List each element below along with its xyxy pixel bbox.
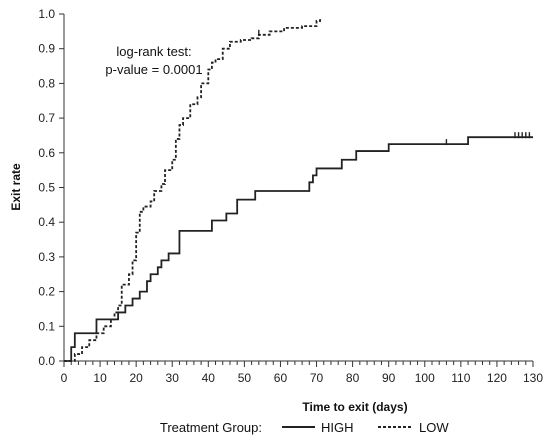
x-tick-label: 120 bbox=[487, 371, 507, 385]
x-tick-label: 70 bbox=[310, 371, 324, 385]
y-tick-label: 0.9 bbox=[38, 42, 55, 56]
y-tick-label: 0.1 bbox=[38, 319, 55, 333]
y-tick-label: 0.0 bbox=[38, 354, 55, 368]
x-tick-label: 90 bbox=[382, 371, 396, 385]
x-tick-label: 0 bbox=[61, 371, 68, 385]
x-tick-label: 50 bbox=[238, 371, 252, 385]
y-tick-label: 1.0 bbox=[38, 7, 55, 21]
x-axis-title: Time to exit (days) bbox=[302, 400, 407, 414]
y-tick-label: 0.3 bbox=[38, 250, 55, 264]
x-tick-label: 100 bbox=[415, 371, 435, 385]
y-tick-label: 0.5 bbox=[38, 181, 55, 195]
legend-label-high: HIGH bbox=[321, 420, 354, 435]
x-tick-label: 60 bbox=[274, 371, 288, 385]
y-tick-label: 0.8 bbox=[38, 76, 55, 90]
y-tick-label: 0.7 bbox=[38, 111, 55, 125]
x-tick-label: 130 bbox=[523, 371, 543, 385]
annotation-line-1: log-rank test: bbox=[116, 44, 191, 59]
y-tick-label: 0.6 bbox=[38, 146, 55, 160]
x-tick-label: 10 bbox=[93, 371, 107, 385]
series-high-line bbox=[64, 136, 533, 362]
y-axis-title: Exit rate bbox=[9, 163, 23, 211]
series-low-line bbox=[64, 17, 322, 362]
x-tick-label: 20 bbox=[129, 371, 143, 385]
series-layer bbox=[64, 17, 533, 362]
axes: 0.0 0.1 0.2 0.3 0.4 0.5 0.6 0.7 0.8 0.9 1.0 0 10 20 30… bbox=[38, 7, 543, 385]
x-tick-label: 30 bbox=[166, 371, 180, 385]
y-tick-label: 0.2 bbox=[38, 285, 55, 299]
legend: Treatment Group: HIGH LOW bbox=[160, 420, 449, 435]
legend-label-low: LOW bbox=[419, 420, 449, 435]
legend-title: Treatment Group: bbox=[160, 420, 262, 435]
y-tick-label: 0.4 bbox=[38, 215, 55, 229]
x-tick-label: 40 bbox=[202, 371, 216, 385]
x-tick-label: 110 bbox=[451, 371, 470, 385]
annotation-line-2: p-value = 0.0001 bbox=[105, 62, 202, 77]
x-tick-label: 80 bbox=[346, 371, 360, 385]
